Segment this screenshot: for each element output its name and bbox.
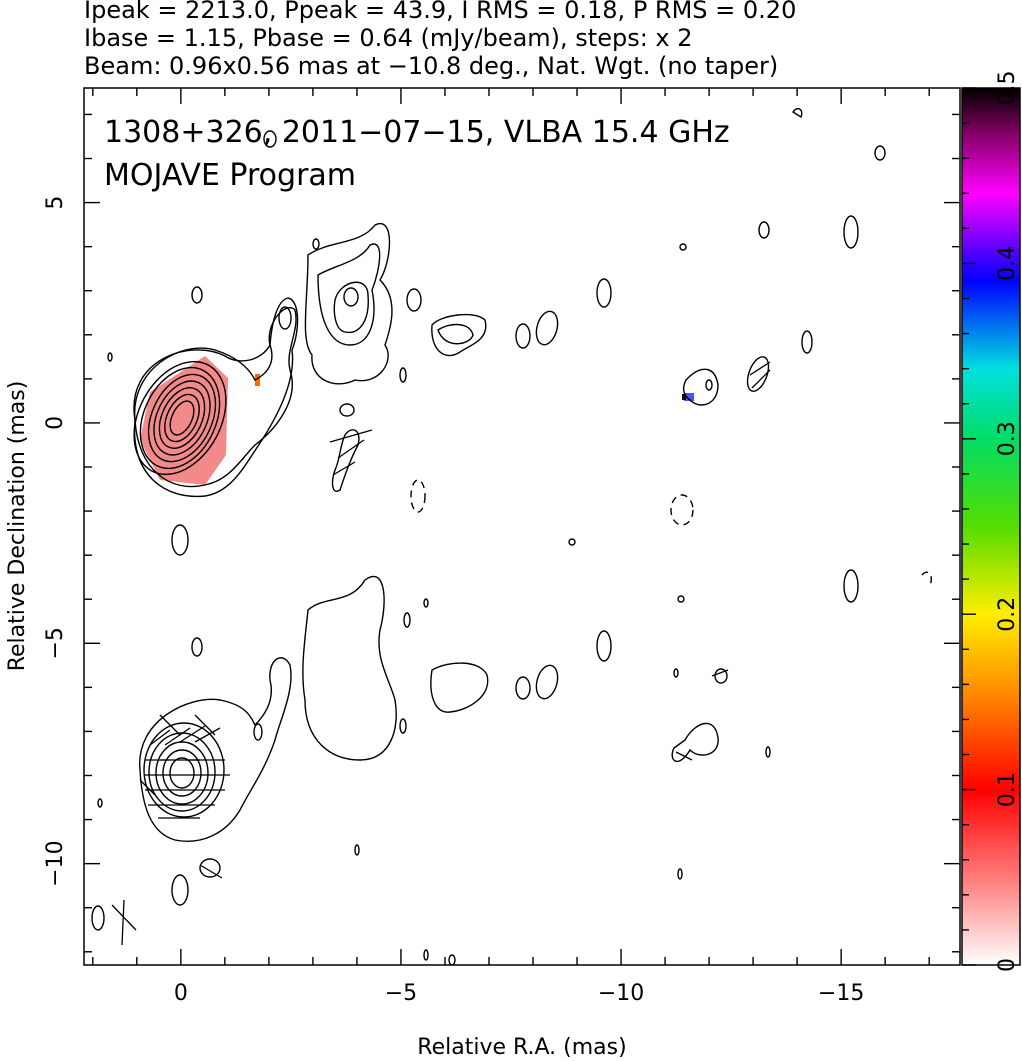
y-tick-label: 0 xyxy=(43,416,68,430)
x-tick-label: −10 xyxy=(598,981,644,1006)
colorbar-tick-label: 0.2 xyxy=(995,597,1020,632)
colorbar-tick-label: 0.4 xyxy=(995,246,1020,281)
upper-core-contours xyxy=(133,297,299,498)
y-tick-label: −5 xyxy=(43,627,68,659)
colorbar-tick-label: 0 xyxy=(995,958,1020,972)
axis-ticks xyxy=(84,88,960,965)
y-axis-label: Relative Declination (mas) xyxy=(5,381,30,672)
x-tick-label: 0 xyxy=(174,981,188,1006)
evpa-sticks xyxy=(111,361,771,946)
x-axis-label: Relative R.A. (mas) xyxy=(417,1035,626,1060)
polarization-pixel-blue xyxy=(684,393,694,401)
negative-contours xyxy=(410,479,932,586)
colorbar-tick-labels: 0 0.1 0.2 0.3 0.4 0.5 xyxy=(995,71,1020,973)
map-subtitle: MOJAVE Program xyxy=(104,158,356,193)
y-tick-label: −10 xyxy=(43,840,68,886)
lower-jet-contours xyxy=(91,352,859,965)
colorbar-ticks xyxy=(962,87,976,966)
map-title: 1308+326, 2011−07−15, VLBA 15.4 GHz xyxy=(104,115,730,150)
header-line-3: Beam: 0.96x0.56 mas at −10.8 deg., Nat. … xyxy=(84,52,779,80)
upper-jet-contours xyxy=(171,107,886,556)
x-tick-labels: 0 −5 −10 −15 xyxy=(174,981,865,1006)
lower-core-contours xyxy=(139,657,292,842)
x-tick-label: −5 xyxy=(385,981,417,1006)
polarization-pixel-black xyxy=(682,394,686,400)
x-tick-label: −15 xyxy=(818,981,864,1006)
plot-frame xyxy=(83,87,961,966)
polarization-pixel xyxy=(255,374,260,386)
colorbar-tick-label: 0.3 xyxy=(995,421,1020,456)
y-tick-label: 5 xyxy=(43,196,68,210)
y-tick-labels: 5 0 −5 −10 xyxy=(43,196,68,887)
colorbar xyxy=(961,87,1021,966)
colorbar-tick-label: 0.5 xyxy=(995,71,1020,106)
header-line-1: Ipeak = 2213.0, Ppeak = 43.9, I RMS = 0.… xyxy=(84,0,797,24)
contour-layer xyxy=(91,107,932,965)
header-line-2: Ibase = 1.15, Pbase = 0.64 (mJy/beam), s… xyxy=(84,24,693,52)
colorbar-tick-label: 0.1 xyxy=(995,772,1020,807)
